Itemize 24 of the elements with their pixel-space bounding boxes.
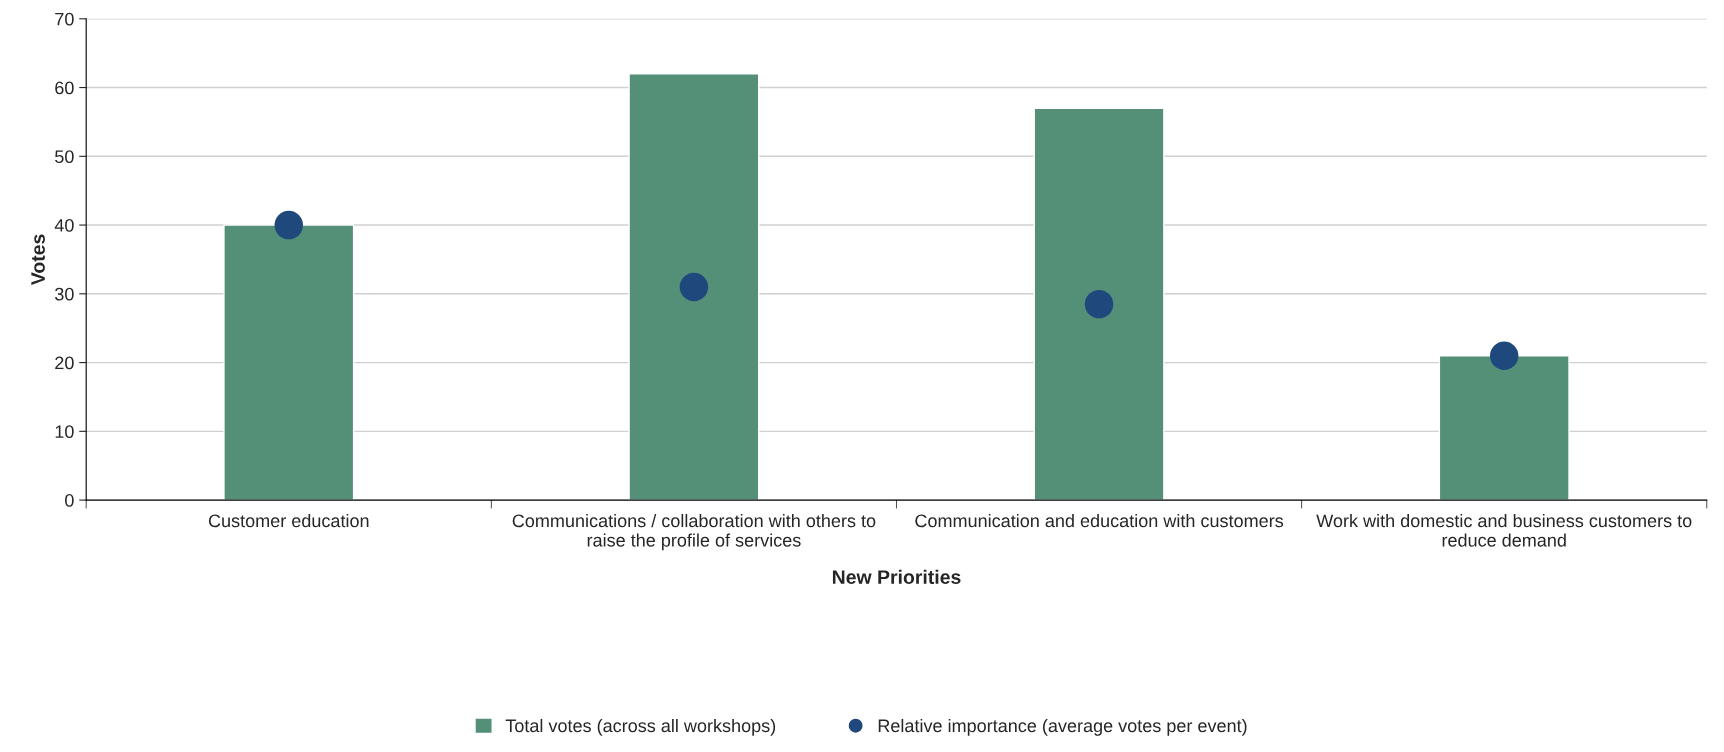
point	[679, 272, 709, 302]
legend-label: Relative importance (average votes per event)	[878, 718, 1247, 736]
y-tick-label: 10	[55, 425, 74, 439]
x-axis-title: New Priorities	[832, 569, 961, 584]
x-tick-label: Customer education	[208, 513, 369, 528]
bar	[223, 224, 355, 501]
y-tick-label: 0	[65, 494, 74, 507]
point	[1489, 341, 1519, 370]
point	[1084, 289, 1114, 319]
y-tick-label: 70	[55, 12, 74, 26]
y-tick-label: 50	[55, 150, 74, 164]
x-tick-label: Communications / collaboration with others to raise the profile of services	[512, 513, 876, 551]
y-tick-label: 40	[54, 219, 74, 232]
x-tick-label: Communication and education with customers	[915, 513, 1284, 528]
y-tick-label: 20	[55, 356, 74, 370]
bar	[628, 73, 760, 501]
point	[274, 210, 303, 240]
bar	[1438, 355, 1570, 501]
bar	[1033, 107, 1165, 501]
x-tick-label: Work with domestic and business customers to reduce demand	[1316, 513, 1692, 547]
y-axis-title: Votes	[31, 234, 45, 286]
legend-label: Total votes (across all workshops)	[505, 718, 776, 736]
y-tick-label: 30	[55, 287, 74, 301]
y-tick-label: 60	[55, 81, 74, 95]
